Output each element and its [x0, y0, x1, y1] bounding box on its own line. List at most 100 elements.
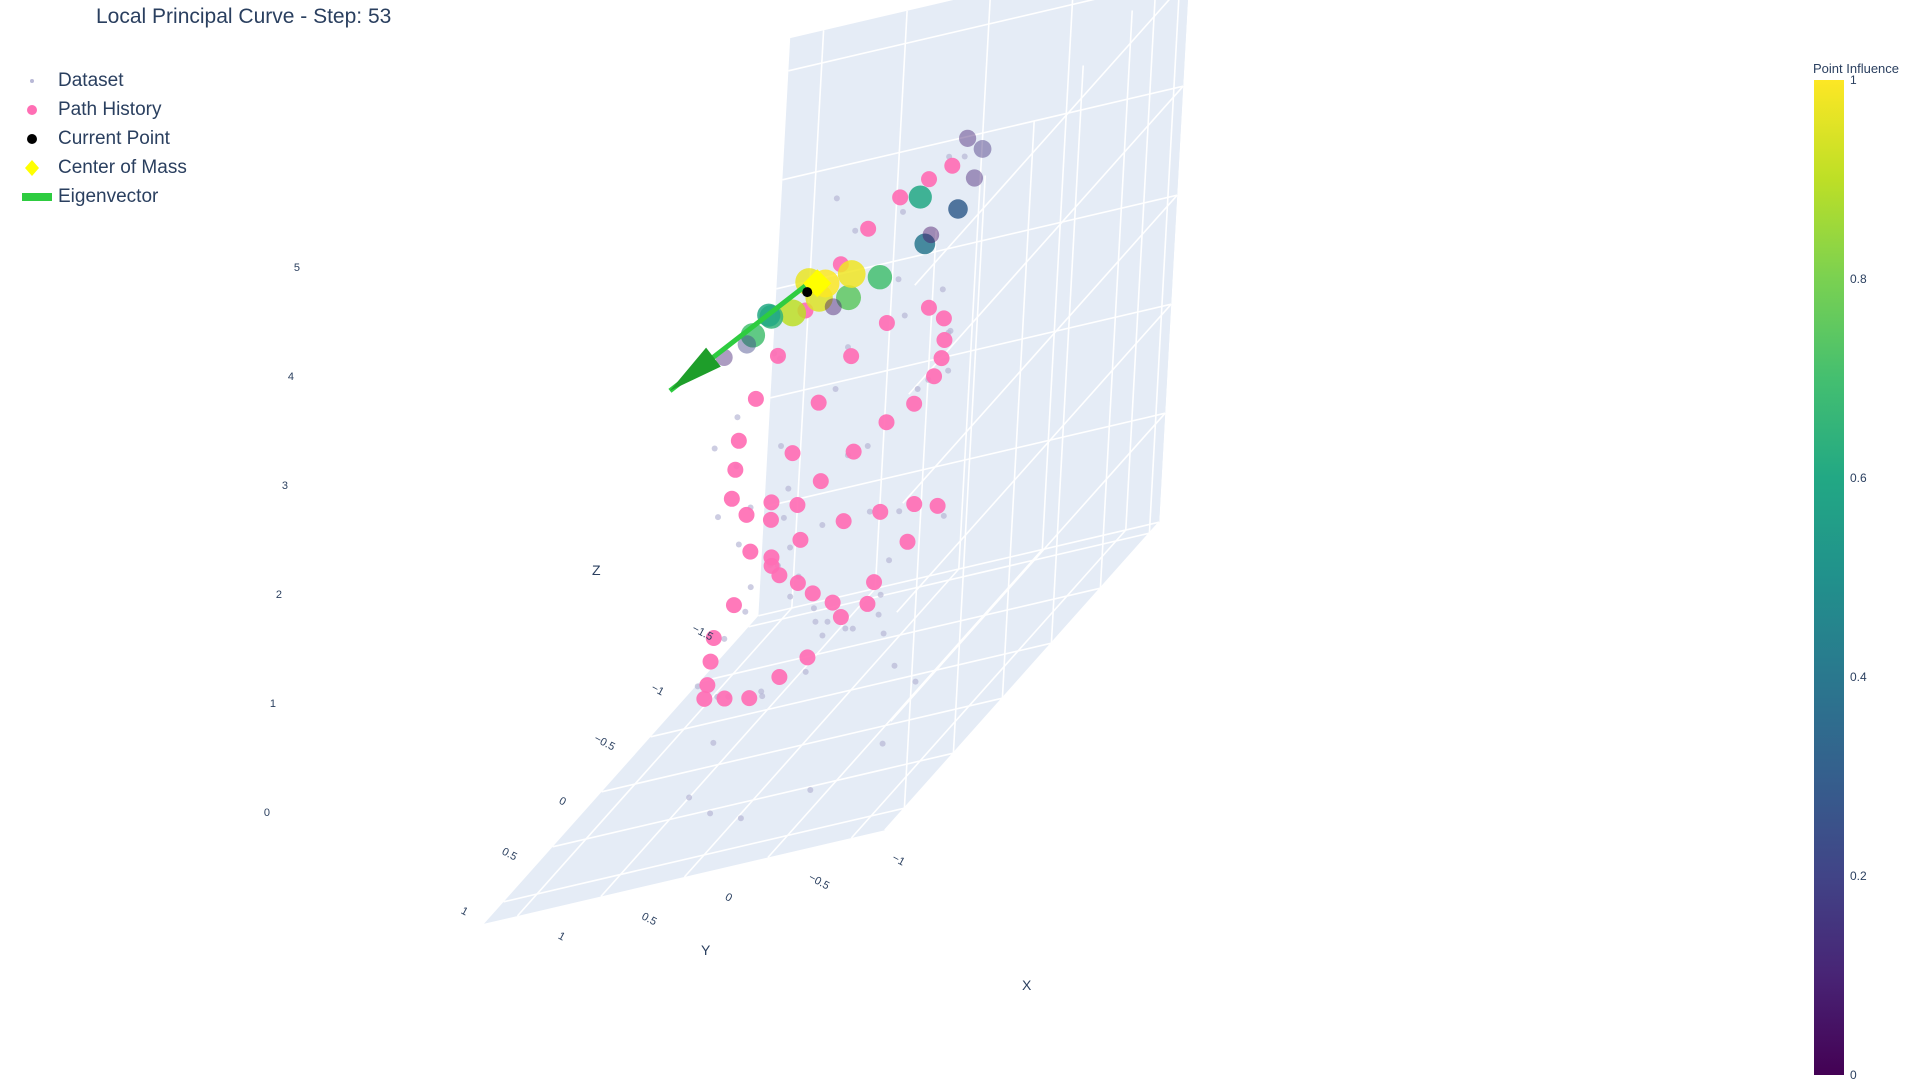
path-history-point — [747, 390, 764, 407]
path-history-point — [920, 299, 937, 316]
x-gridline-wall — [874, 10, 908, 589]
x-tick-label: −1 — [890, 852, 907, 868]
z-axis-title: Z — [592, 562, 601, 578]
path-history-point — [730, 432, 747, 449]
current-point-marker-icon — [27, 134, 37, 144]
influence-point — [779, 299, 807, 327]
current-point-marker — [802, 287, 813, 298]
dataset-point — [780, 514, 787, 521]
colorbar-tick-label: 0.4 — [1850, 670, 1867, 684]
path-history-point — [727, 461, 744, 478]
dataset-point — [819, 522, 826, 529]
dataset-point — [866, 508, 873, 515]
y-gridline-wall — [903, 230, 937, 809]
path-history-point — [860, 220, 877, 237]
y-gridline-floor — [601, 697, 1003, 793]
path-history-point — [878, 414, 895, 431]
z-gridline-yz — [914, 0, 1170, 286]
path-history-marker-icon — [27, 105, 37, 115]
x-gridline-floor — [850, 529, 1127, 839]
z-gridline-yz — [908, 85, 1184, 395]
path-history-point — [699, 677, 716, 694]
x-gridline-floor — [767, 548, 1043, 859]
dataset-point — [879, 740, 886, 747]
legend-label-center-of-mass: Center of Mass — [58, 157, 187, 178]
path-history-point — [845, 443, 862, 460]
dataset-point — [759, 693, 766, 700]
axis-planes — [484, 0, 1188, 924]
influence-point — [867, 265, 893, 290]
x-gridline-wall — [1041, 0, 1074, 550]
z-tick-label: 4 — [288, 371, 294, 383]
x-gridline-floor — [600, 587, 876, 898]
path-history-point — [906, 496, 923, 513]
dataset-point — [895, 276, 902, 283]
influence-point — [836, 285, 861, 311]
x-axis-title: X — [1022, 977, 1032, 993]
z-tick-label: 0 — [264, 807, 270, 819]
path-history-point — [926, 368, 943, 385]
path-history-point — [702, 653, 719, 670]
z-tick-label: 1 — [270, 698, 276, 710]
dataset-point — [896, 508, 903, 515]
dataset-point — [810, 605, 817, 612]
colorbar-tick-label: 0.6 — [1850, 471, 1867, 485]
x-gridline-floor — [516, 607, 793, 917]
colorbar-tick-label: 0 — [1850, 1068, 1857, 1082]
legend-label-path-history: Path History — [58, 99, 162, 120]
y-tick-label: 0.5 — [500, 846, 519, 864]
z-gridline-yz — [896, 303, 1172, 613]
dataset-point — [901, 312, 908, 319]
path-history-point — [906, 395, 923, 412]
path-history-point — [696, 690, 713, 707]
dataset-point — [758, 688, 765, 695]
x-gridline-wall — [1125, 0, 1156, 531]
path-history-point — [799, 649, 816, 666]
y-tick-label: −1 — [649, 682, 666, 698]
dataset-point — [778, 443, 785, 450]
influence-point — [837, 260, 866, 288]
influence-point — [965, 169, 984, 187]
dataset-point — [940, 512, 947, 519]
path-history-point — [769, 347, 786, 364]
dataset-point — [886, 557, 893, 564]
dataset-point — [787, 593, 794, 600]
dataset-point — [875, 611, 882, 618]
path-history-point — [929, 497, 946, 514]
dataset-point — [877, 591, 884, 598]
z-tick-label: 2 — [276, 589, 282, 601]
dataset-point — [833, 195, 840, 202]
y-gridline-floor — [650, 642, 1052, 738]
chart-title: Local Principal Curve - Step: 53 — [96, 5, 392, 28]
path-history-point — [866, 574, 883, 591]
dataset-point — [686, 794, 693, 801]
path-history-point — [936, 332, 953, 348]
dataset-point — [842, 625, 849, 632]
dataset-point — [710, 739, 717, 746]
dataset-point — [939, 286, 946, 293]
dataset-point — [711, 445, 718, 452]
y-gridline-wall — [1099, 10, 1133, 589]
path-history-point — [899, 533, 916, 550]
y-gridline-floor — [503, 807, 905, 903]
dataset-point — [945, 367, 952, 374]
colorbar-title: Point Influence — [1813, 61, 1900, 76]
path-history-point — [742, 543, 759, 560]
dataset-point — [715, 514, 721, 521]
y-gridline-wall — [1001, 120, 1035, 699]
dataset-marker-icon — [30, 79, 34, 83]
colorbar — [1814, 80, 1844, 1075]
dataset-point — [747, 584, 754, 591]
dataset-point — [961, 153, 968, 160]
path-history-point — [763, 494, 780, 511]
diamond-marker-icon — [25, 160, 39, 176]
dataset-point — [721, 635, 728, 642]
influence-point — [737, 335, 757, 354]
dataset-point — [891, 662, 898, 669]
path-history-point — [859, 595, 876, 612]
z-tick-label: 3 — [282, 480, 288, 492]
path-history-point — [738, 506, 755, 523]
path-history-point — [771, 669, 788, 686]
path-history-point — [741, 690, 758, 707]
